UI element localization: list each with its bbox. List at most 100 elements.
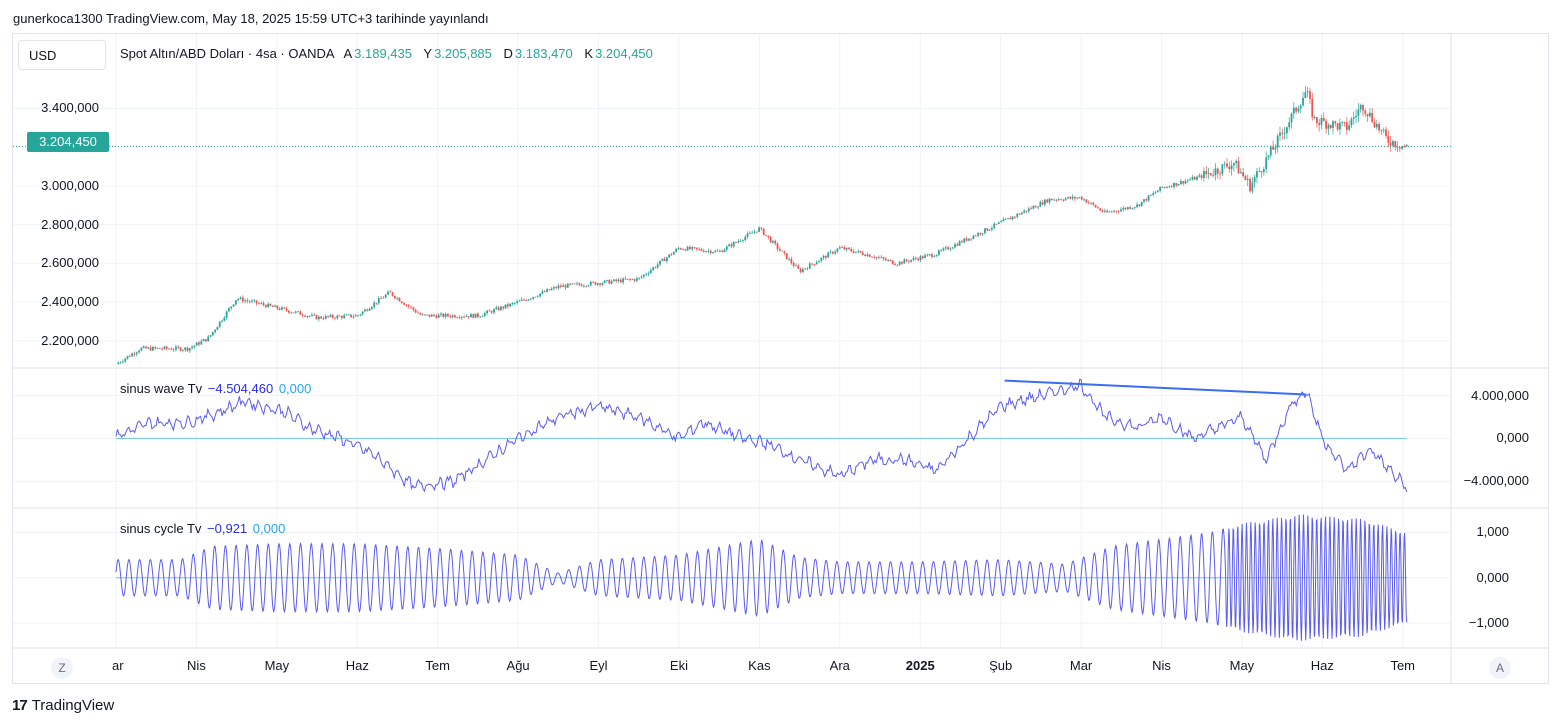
candle-body (866, 254, 869, 257)
candle-body (366, 309, 369, 311)
candle-body (497, 307, 500, 311)
candle-body (1262, 169, 1265, 173)
candle-body (719, 250, 721, 252)
candle-body (158, 347, 161, 349)
candle-body (384, 294, 387, 298)
candle-body (721, 250, 724, 253)
price-axis-label: 2.600,000 (41, 255, 99, 271)
candle-body (306, 315, 309, 317)
candle-body (645, 274, 648, 275)
candle-body (633, 279, 636, 281)
candle-body (956, 244, 959, 246)
candle-body (156, 347, 159, 349)
candle-body (788, 258, 790, 260)
candle-body (1106, 210, 1109, 213)
sinus-wave-name[interactable]: sinus wave Tv (120, 381, 203, 396)
candle-body (732, 242, 735, 247)
candle-body (808, 263, 811, 269)
candle-body (433, 314, 435, 316)
candle-body (352, 316, 355, 318)
candle-body (737, 241, 740, 243)
candle-body (214, 329, 217, 332)
currency-button[interactable]: USD (18, 40, 106, 70)
candle-body (914, 258, 917, 259)
candle-body (723, 249, 726, 253)
candle-body (1299, 105, 1302, 109)
candle-body (1385, 129, 1387, 136)
candle-body (1334, 121, 1337, 124)
candle-body (1315, 117, 1318, 123)
candle-body (1016, 213, 1019, 217)
sinus-cycle-zero-value: 0,000 (252, 521, 286, 536)
candle-body (850, 249, 853, 252)
candle-body (331, 315, 334, 318)
candle-body (1129, 207, 1132, 209)
candle-body (1378, 123, 1381, 131)
candle-body (1161, 186, 1164, 188)
candle-body (997, 222, 1000, 224)
candle-body (140, 347, 143, 351)
candle-body (981, 233, 984, 235)
candle-body (859, 250, 862, 253)
candle-body (500, 306, 502, 311)
candle-body (260, 303, 263, 304)
candle-body (292, 312, 295, 314)
candle-body (341, 316, 343, 318)
candle-body (223, 317, 226, 321)
auto-scale-button[interactable]: A (1489, 657, 1511, 679)
open-label: A (343, 46, 353, 61)
symbol-title[interactable]: Spot Altın/ABD Doları · 4sa · OANDA (120, 46, 335, 61)
candle-body (1069, 197, 1072, 199)
candle-body (1004, 218, 1007, 220)
time-axis-label: Eki (669, 658, 688, 673)
candle-body (248, 301, 251, 302)
tradingview-logo[interactable]: 17 TradingView (12, 697, 114, 714)
candle-body (772, 240, 774, 243)
candle-body (308, 315, 311, 317)
candle-body (1083, 199, 1085, 201)
candle-body (1256, 171, 1258, 178)
candle-body (258, 303, 260, 305)
candle-body (841, 247, 843, 249)
candle-body (423, 314, 426, 316)
candle-body (695, 247, 698, 249)
candle-body (191, 346, 193, 349)
candle-body (822, 255, 825, 258)
candle-body (172, 349, 175, 351)
candle-body (467, 316, 470, 318)
time-zoom-left-button[interactable]: Z (51, 657, 73, 679)
candle-body (449, 316, 452, 318)
price-axis-label: 3.000,000 (41, 177, 99, 193)
candle-body (1258, 171, 1261, 173)
candle-body (253, 300, 256, 302)
candle-body (942, 248, 945, 251)
candle-body (373, 302, 376, 307)
candle-body (829, 251, 832, 253)
candle-body (476, 313, 479, 317)
candle-body (147, 347, 150, 349)
candle-body (566, 283, 569, 288)
candle-body (624, 278, 627, 280)
candle-body (891, 260, 894, 265)
candle-body (668, 254, 671, 258)
candle-body (714, 250, 717, 253)
candle-body (370, 306, 373, 309)
candle-body (949, 248, 952, 250)
candle-body (202, 339, 205, 342)
candle-body (781, 250, 784, 252)
candle-body (1345, 122, 1348, 130)
candle-body (205, 339, 207, 342)
candle-body (1055, 199, 1058, 201)
candle-body (1067, 197, 1069, 199)
candle-body (843, 247, 846, 250)
candle-body (1170, 186, 1173, 188)
time-axis-label: Mar (1069, 658, 1093, 673)
time-axis-label: Nis (1152, 658, 1171, 673)
candle-body (1318, 122, 1321, 125)
sinus-cycle-name[interactable]: sinus cycle Tv (120, 521, 202, 536)
candle-body (827, 252, 830, 258)
candle-body (767, 235, 770, 238)
chart-frame (12, 33, 1549, 684)
candle-body (603, 280, 606, 284)
